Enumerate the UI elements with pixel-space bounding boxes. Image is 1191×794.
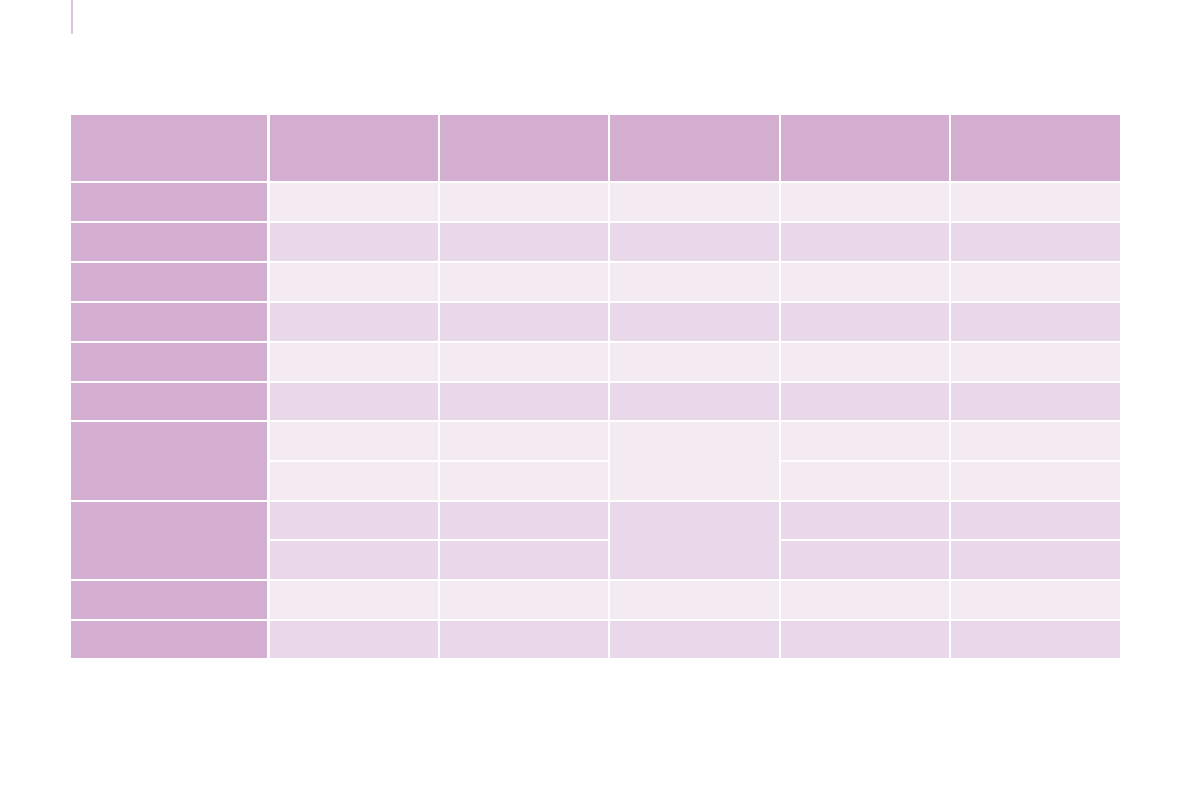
body-cell — [440, 422, 608, 460]
header-cell — [951, 115, 1120, 181]
body-cell — [270, 303, 438, 341]
body-cell — [270, 422, 438, 460]
merged-cell — [610, 502, 779, 579]
body-cell — [270, 541, 438, 579]
body-cell — [951, 183, 1120, 221]
body-cell — [270, 621, 438, 658]
body-cell — [781, 383, 949, 420]
body-cell — [440, 263, 608, 301]
body-cell — [440, 621, 608, 658]
body-cell — [610, 263, 779, 301]
body-cell — [270, 263, 438, 301]
body-cell — [270, 581, 438, 619]
body-cell — [270, 462, 438, 500]
row-header-cell — [71, 383, 267, 420]
body-cell — [781, 422, 949, 460]
body-cell — [951, 223, 1120, 261]
row-header-cell — [71, 621, 267, 658]
body-cell — [951, 303, 1120, 341]
body-cell — [270, 183, 438, 221]
body-cell — [440, 343, 608, 381]
body-cell — [440, 502, 608, 539]
body-cell — [781, 223, 949, 261]
body-cell — [951, 422, 1120, 460]
row-header-cell — [71, 303, 267, 341]
body-cell — [270, 343, 438, 381]
header-cell — [781, 115, 949, 181]
body-cell — [440, 383, 608, 420]
body-cell — [610, 343, 779, 381]
header-cell — [440, 115, 608, 181]
body-cell — [610, 581, 779, 619]
body-cell — [951, 541, 1120, 579]
body-cell — [440, 183, 608, 221]
body-cell — [440, 581, 608, 619]
row-header-cell — [71, 422, 267, 500]
body-cell — [951, 502, 1120, 539]
body-cell — [270, 502, 438, 539]
body-cell — [781, 581, 949, 619]
body-cell — [951, 621, 1120, 658]
body-cell — [440, 541, 608, 579]
row-header-cell — [71, 263, 267, 301]
body-cell — [951, 462, 1120, 500]
header-cell — [270, 115, 438, 181]
body-cell — [610, 621, 779, 658]
body-cell — [781, 303, 949, 341]
body-cell — [440, 303, 608, 341]
body-cell — [610, 223, 779, 261]
header-cell — [71, 115, 267, 181]
body-cell — [610, 303, 779, 341]
body-cell — [440, 223, 608, 261]
header-cell — [610, 115, 779, 181]
body-cell — [781, 541, 949, 579]
body-cell — [951, 263, 1120, 301]
body-cell — [781, 343, 949, 381]
row-header-cell — [71, 581, 267, 619]
body-cell — [951, 343, 1120, 381]
body-cell — [270, 223, 438, 261]
empty-table — [71, 115, 1120, 658]
body-cell — [951, 581, 1120, 619]
body-cell — [610, 183, 779, 221]
body-cell — [781, 621, 949, 658]
body-cell — [781, 462, 949, 500]
row-header-cell — [71, 183, 267, 221]
row-header-cell — [71, 223, 267, 261]
body-cell — [781, 502, 949, 539]
body-cell — [781, 263, 949, 301]
row-header-cell — [71, 343, 267, 381]
body-cell — [781, 183, 949, 221]
body-cell — [951, 383, 1120, 420]
body-cell — [440, 462, 608, 500]
row-header-cell — [71, 502, 267, 579]
body-cell — [610, 383, 779, 420]
merged-cell — [610, 422, 779, 500]
body-cell — [270, 383, 438, 420]
